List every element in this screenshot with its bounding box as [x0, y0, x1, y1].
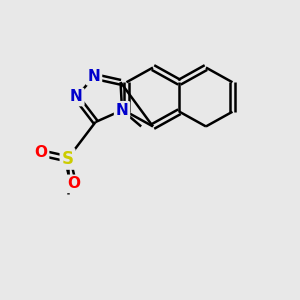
Text: O: O: [67, 176, 80, 191]
Text: N: N: [116, 103, 128, 118]
Text: N: N: [70, 89, 83, 104]
Text: S: S: [61, 150, 74, 168]
Text: N: N: [88, 69, 100, 84]
Text: O: O: [34, 146, 48, 160]
